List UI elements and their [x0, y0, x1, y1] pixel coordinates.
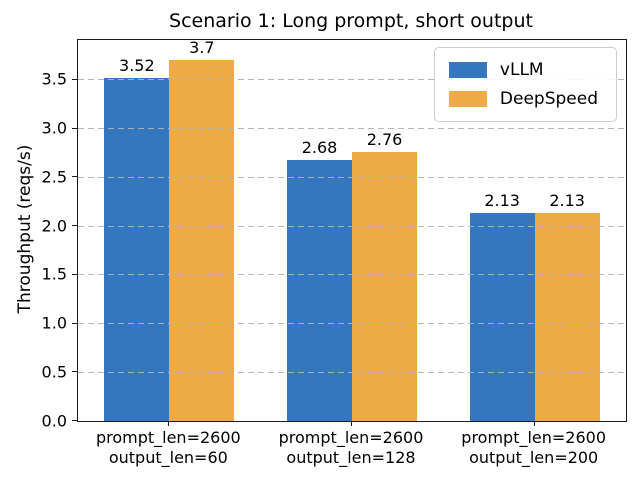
legend: vLLM DeepSpeed [433, 47, 617, 122]
gridline [78, 176, 626, 178]
y-tick-label: 2.5 [41, 167, 67, 187]
y-tick-mark [72, 176, 77, 178]
y-tick-mark [72, 371, 77, 373]
bar-value-label: 2.13 [484, 191, 520, 211]
bar-deepspeed [169, 60, 235, 421]
bar-deepspeed [352, 152, 417, 421]
gridline [78, 323, 626, 325]
y-tick-mark [72, 420, 77, 421]
x-tick-mark [168, 421, 170, 426]
legend-item: vLLM [448, 58, 598, 82]
legend-label: DeepSpeed [499, 89, 598, 109]
bar-deepspeed [534, 213, 600, 421]
y-tick-label: 3.0 [41, 118, 67, 138]
bar-vllm [469, 213, 535, 421]
chart-title: Scenario 1: Long prompt, short output [169, 10, 533, 32]
y-axis: 0.0 0.5 1.0 1.5 2.0 2.5 3.0 3.5 [0, 39, 77, 430]
y-tick-label: 0.0 [41, 411, 67, 430]
gridline [78, 128, 626, 130]
y-tick-label: 1.5 [41, 264, 67, 284]
legend-swatch [448, 91, 487, 107]
x-tick-mark [351, 421, 352, 426]
x-tick-label: prompt_len=2600 output_len=128 [278, 428, 424, 467]
y-tick-mark [72, 225, 77, 227]
y-tick-label: 3.5 [41, 69, 67, 89]
bar-value-label: 2.76 [366, 130, 403, 150]
x-tick-label: prompt_len=2600 output_len=60 [95, 428, 241, 467]
x-tick-mark [533, 421, 535, 426]
y-tick-label: 0.5 [41, 362, 67, 382]
bar-value-label: 2.13 [549, 191, 585, 211]
y-tick-mark [72, 273, 77, 275]
x-axis: prompt_len=2600 output_len=60 prompt_len=2… [77, 420, 625, 478]
legend-label: vLLM [499, 60, 544, 80]
plot-area: vLLM DeepSpeed 3.52 2.68 2.13 3.7 2.76 2.13 [77, 39, 627, 422]
legend-item: DeepSpeed [448, 87, 598, 111]
bar-vllm [104, 78, 170, 421]
bar-value-label: 2.68 [301, 137, 338, 157]
y-tick-mark [72, 78, 77, 80]
gridline [78, 274, 626, 276]
gridline [78, 371, 626, 373]
bar-value-label: 3.52 [119, 56, 155, 76]
y-tick-mark [72, 322, 77, 324]
bar-value-label: 3.7 [189, 38, 215, 58]
gridline [78, 79, 626, 81]
y-tick-mark [72, 127, 77, 129]
x-tick-label: prompt_len=2600 output_len=200 [461, 428, 607, 467]
legend-swatch [448, 62, 487, 78]
y-tick-label: 1.0 [41, 313, 67, 333]
bar-vllm [287, 159, 352, 421]
gridline [78, 225, 626, 227]
y-tick-label: 2.0 [41, 216, 67, 236]
